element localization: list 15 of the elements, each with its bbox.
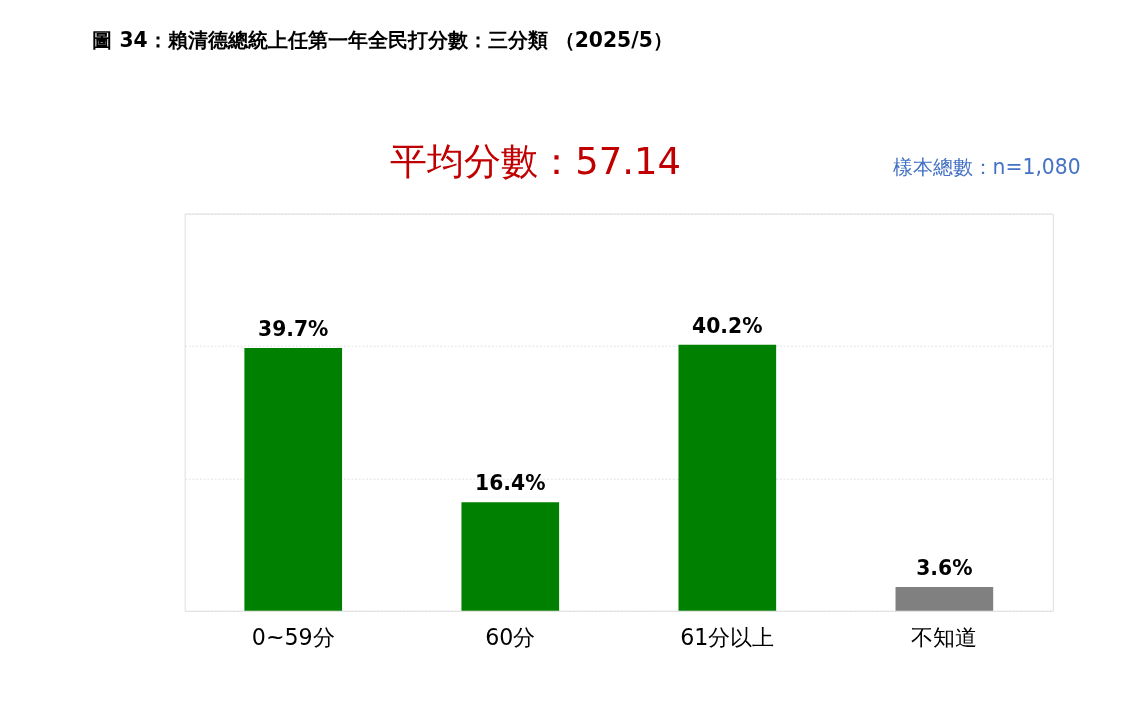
text: 樣本總數：n=1,080 [892,154,1081,179]
data-label: 3.6% [916,555,973,580]
data-label: 16.4% [475,471,546,496]
bar [461,502,560,611]
data-label: 39.7% [258,317,329,342]
chart-title: 圖 34：賴清德總統上任第一年全民打分數：三分類 （2025/5） [92,28,673,53]
x-tick-label: 60分 [485,624,536,651]
data-label: 40.2% [692,313,763,338]
bar [895,586,994,611]
bar [244,348,343,611]
x-tick-label: 0~59分 [251,624,335,651]
x-tick-label: 61分以上 [680,624,775,651]
bar [678,344,777,611]
x-tick-label: 不知道 [911,624,978,651]
chart-subtitle: 平均分數：57.14 [390,139,682,183]
